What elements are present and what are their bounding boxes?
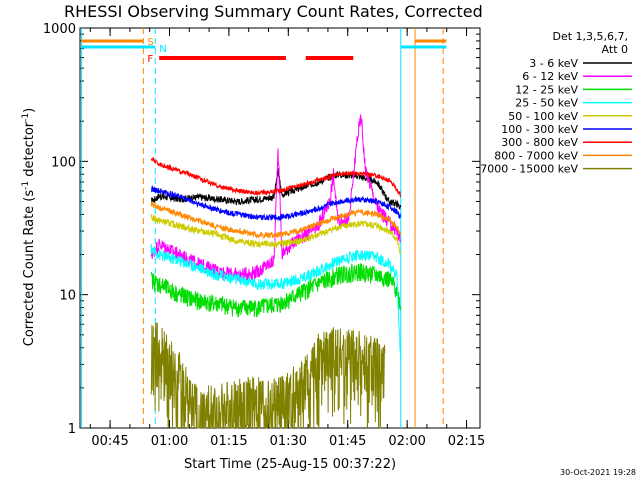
y-tick-label: 10 [59, 289, 76, 304]
x-tick-label: 00:45 [91, 434, 128, 449]
x-axis-label: Start Time (25-Aug-15 00:37:22) [184, 457, 396, 472]
y-tick-label: 1 [68, 422, 76, 437]
x-tick-label: 01:45 [329, 434, 366, 449]
footer-date: 30-Oct-2021 19:28 [560, 468, 636, 477]
series-line [150, 156, 402, 198]
plot-frame [79, 27, 481, 429]
legend-label: 800 - 7000 keV [494, 149, 578, 162]
y-tick-label: 1000 [43, 22, 76, 37]
saa-flag-label: S [147, 37, 153, 48]
legend-label: 300 - 800 keV [501, 136, 578, 149]
legend-label: 50 - 100 keV [508, 110, 578, 123]
x-tick-label: 01:00 [151, 434, 188, 449]
y-axis-label: Corrected Count Rate (s-1 detector-1) [21, 108, 37, 346]
legend-header-line2: Att 0 [602, 43, 628, 56]
series-line [150, 201, 402, 240]
series-line [150, 263, 402, 318]
x-tick-label: 01:15 [210, 434, 247, 449]
series-line [150, 322, 386, 429]
legend-label: 7000 - 15000 keV [480, 163, 578, 176]
series-line [150, 114, 402, 282]
legend-label: 3 - 6 keV [529, 57, 578, 70]
chart-title: RHESSI Observing Summary Count Rates, Co… [64, 2, 483, 21]
plot-area: 1 10 100 1000 00:45 01:00 01:15 01:30 01:45 02:00… [43, 22, 485, 449]
legend-label: 6 - 12 keV [522, 70, 578, 83]
legend-label: 100 - 300 keV [501, 123, 578, 136]
legend-header-line1: Det 1,3,5,6,7, [552, 30, 628, 43]
x-tick-label: 02:00 [388, 434, 425, 449]
legend-label: 12 - 25 keV [515, 83, 578, 96]
night-flag-label: N [159, 44, 166, 55]
legend-label: 25 - 50 keV [515, 97, 578, 110]
series-line [150, 213, 402, 255]
series-line [151, 184, 401, 222]
x-tick-label: 01:30 [270, 434, 307, 449]
series-line [150, 243, 402, 361]
flare-flag-label: F [147, 54, 153, 65]
y-tick-label: 100 [51, 155, 76, 170]
x-tick-label: 02:15 [448, 434, 485, 449]
